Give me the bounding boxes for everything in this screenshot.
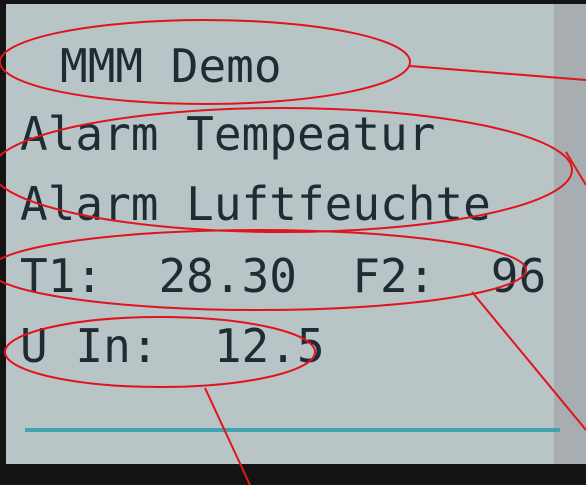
screen-line: Alarm Tempeatur (20, 107, 435, 161)
screen-line: U In: 12.5 (20, 319, 325, 373)
lcd-photo: MMM Demo Alarm Tempeatur Alarm Luftfeuch… (0, 0, 586, 485)
screen-edge (554, 4, 586, 464)
page: MMM Demo Alarm Tempeatur Alarm Luftfeuch… (0, 0, 586, 485)
screen-title: MMM Demo (60, 39, 282, 93)
screen-line: Alarm Luftfeuchte (20, 177, 491, 231)
